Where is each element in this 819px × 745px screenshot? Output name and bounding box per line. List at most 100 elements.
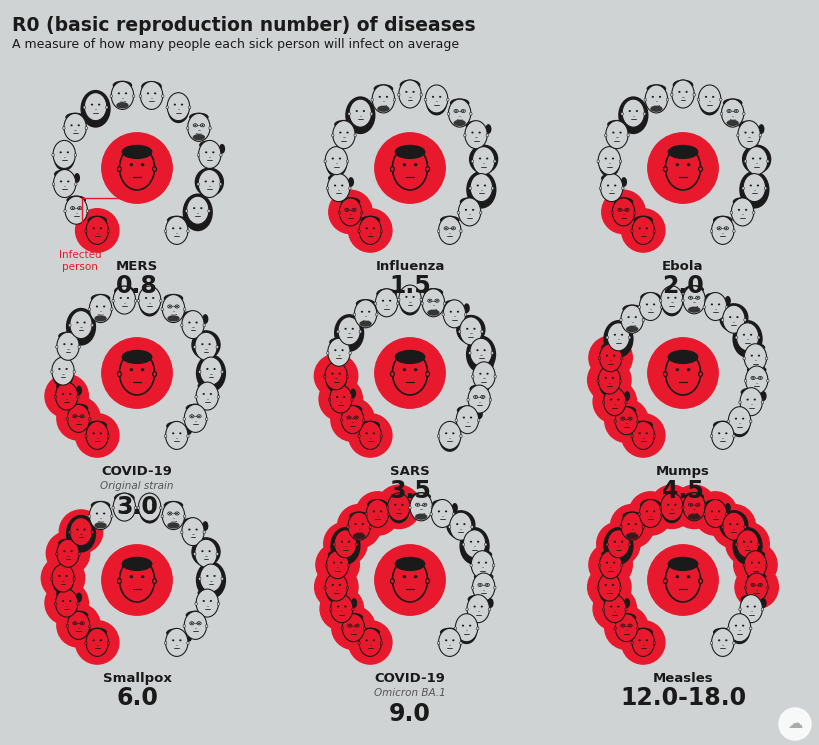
Ellipse shape bbox=[472, 209, 473, 211]
Circle shape bbox=[592, 587, 636, 630]
Circle shape bbox=[57, 603, 100, 647]
Ellipse shape bbox=[359, 629, 381, 656]
Ellipse shape bbox=[69, 324, 71, 327]
Ellipse shape bbox=[712, 215, 731, 225]
Ellipse shape bbox=[758, 377, 760, 378]
Ellipse shape bbox=[330, 595, 352, 623]
Ellipse shape bbox=[628, 110, 630, 112]
Ellipse shape bbox=[684, 285, 703, 294]
Ellipse shape bbox=[349, 512, 369, 521]
Ellipse shape bbox=[484, 562, 486, 564]
Ellipse shape bbox=[368, 311, 370, 313]
Ellipse shape bbox=[719, 98, 722, 101]
Ellipse shape bbox=[749, 355, 752, 357]
Circle shape bbox=[734, 565, 777, 609]
Ellipse shape bbox=[659, 305, 662, 308]
Ellipse shape bbox=[76, 602, 79, 605]
Ellipse shape bbox=[474, 396, 476, 398]
Ellipse shape bbox=[698, 372, 702, 376]
Circle shape bbox=[601, 190, 645, 234]
Ellipse shape bbox=[333, 314, 364, 352]
Ellipse shape bbox=[184, 612, 206, 639]
Ellipse shape bbox=[129, 163, 133, 166]
Ellipse shape bbox=[93, 639, 95, 641]
Ellipse shape bbox=[645, 303, 647, 305]
Ellipse shape bbox=[738, 121, 755, 130]
Ellipse shape bbox=[76, 592, 82, 603]
Ellipse shape bbox=[399, 80, 420, 91]
Ellipse shape bbox=[191, 416, 192, 417]
Circle shape bbox=[314, 565, 358, 609]
Ellipse shape bbox=[758, 584, 760, 586]
Ellipse shape bbox=[473, 362, 495, 390]
Ellipse shape bbox=[431, 506, 433, 509]
Ellipse shape bbox=[76, 386, 82, 396]
Ellipse shape bbox=[473, 572, 493, 581]
Ellipse shape bbox=[466, 171, 495, 209]
Ellipse shape bbox=[757, 543, 759, 546]
Ellipse shape bbox=[91, 294, 111, 303]
Ellipse shape bbox=[207, 209, 210, 212]
Ellipse shape bbox=[620, 112, 622, 115]
Ellipse shape bbox=[717, 639, 719, 641]
Ellipse shape bbox=[375, 289, 397, 317]
Ellipse shape bbox=[638, 227, 640, 229]
Text: Ebola: Ebola bbox=[662, 260, 703, 273]
Ellipse shape bbox=[478, 157, 481, 159]
Ellipse shape bbox=[664, 558, 699, 602]
Circle shape bbox=[102, 337, 172, 408]
Ellipse shape bbox=[675, 163, 678, 166]
Ellipse shape bbox=[347, 112, 350, 115]
Ellipse shape bbox=[469, 174, 492, 202]
Circle shape bbox=[647, 337, 717, 408]
Ellipse shape bbox=[627, 336, 630, 339]
Ellipse shape bbox=[739, 387, 762, 416]
Ellipse shape bbox=[459, 197, 479, 206]
Ellipse shape bbox=[493, 586, 495, 589]
Ellipse shape bbox=[138, 493, 161, 521]
Ellipse shape bbox=[197, 589, 217, 597]
Circle shape bbox=[588, 543, 631, 586]
Ellipse shape bbox=[437, 229, 439, 232]
Ellipse shape bbox=[183, 194, 213, 231]
Ellipse shape bbox=[704, 293, 722, 302]
Ellipse shape bbox=[120, 146, 155, 190]
Ellipse shape bbox=[462, 416, 464, 419]
Circle shape bbox=[324, 522, 367, 565]
Ellipse shape bbox=[121, 557, 152, 571]
Ellipse shape bbox=[598, 370, 619, 396]
Ellipse shape bbox=[597, 573, 620, 601]
Ellipse shape bbox=[196, 355, 226, 392]
Text: Infected
person: Infected person bbox=[59, 250, 102, 273]
Ellipse shape bbox=[428, 300, 430, 302]
Ellipse shape bbox=[165, 422, 188, 449]
Ellipse shape bbox=[722, 305, 744, 333]
Ellipse shape bbox=[416, 504, 418, 506]
Ellipse shape bbox=[632, 211, 635, 214]
Circle shape bbox=[319, 378, 362, 421]
Ellipse shape bbox=[394, 350, 425, 364]
Ellipse shape bbox=[354, 523, 356, 525]
Ellipse shape bbox=[632, 215, 652, 225]
Ellipse shape bbox=[760, 608, 762, 611]
Ellipse shape bbox=[353, 313, 355, 316]
Circle shape bbox=[672, 485, 715, 528]
Ellipse shape bbox=[620, 177, 627, 187]
Ellipse shape bbox=[602, 401, 604, 404]
Ellipse shape bbox=[341, 541, 342, 542]
Ellipse shape bbox=[206, 575, 208, 577]
Text: 3.5: 3.5 bbox=[388, 479, 431, 503]
Ellipse shape bbox=[134, 507, 137, 510]
Ellipse shape bbox=[724, 432, 726, 434]
Ellipse shape bbox=[188, 322, 190, 323]
Ellipse shape bbox=[56, 382, 74, 391]
Ellipse shape bbox=[471, 586, 473, 589]
Ellipse shape bbox=[630, 434, 632, 437]
Ellipse shape bbox=[618, 132, 621, 133]
Ellipse shape bbox=[438, 629, 460, 656]
Ellipse shape bbox=[359, 320, 371, 327]
Ellipse shape bbox=[56, 553, 58, 556]
Ellipse shape bbox=[759, 391, 766, 401]
Ellipse shape bbox=[160, 507, 162, 510]
Ellipse shape bbox=[392, 146, 427, 190]
